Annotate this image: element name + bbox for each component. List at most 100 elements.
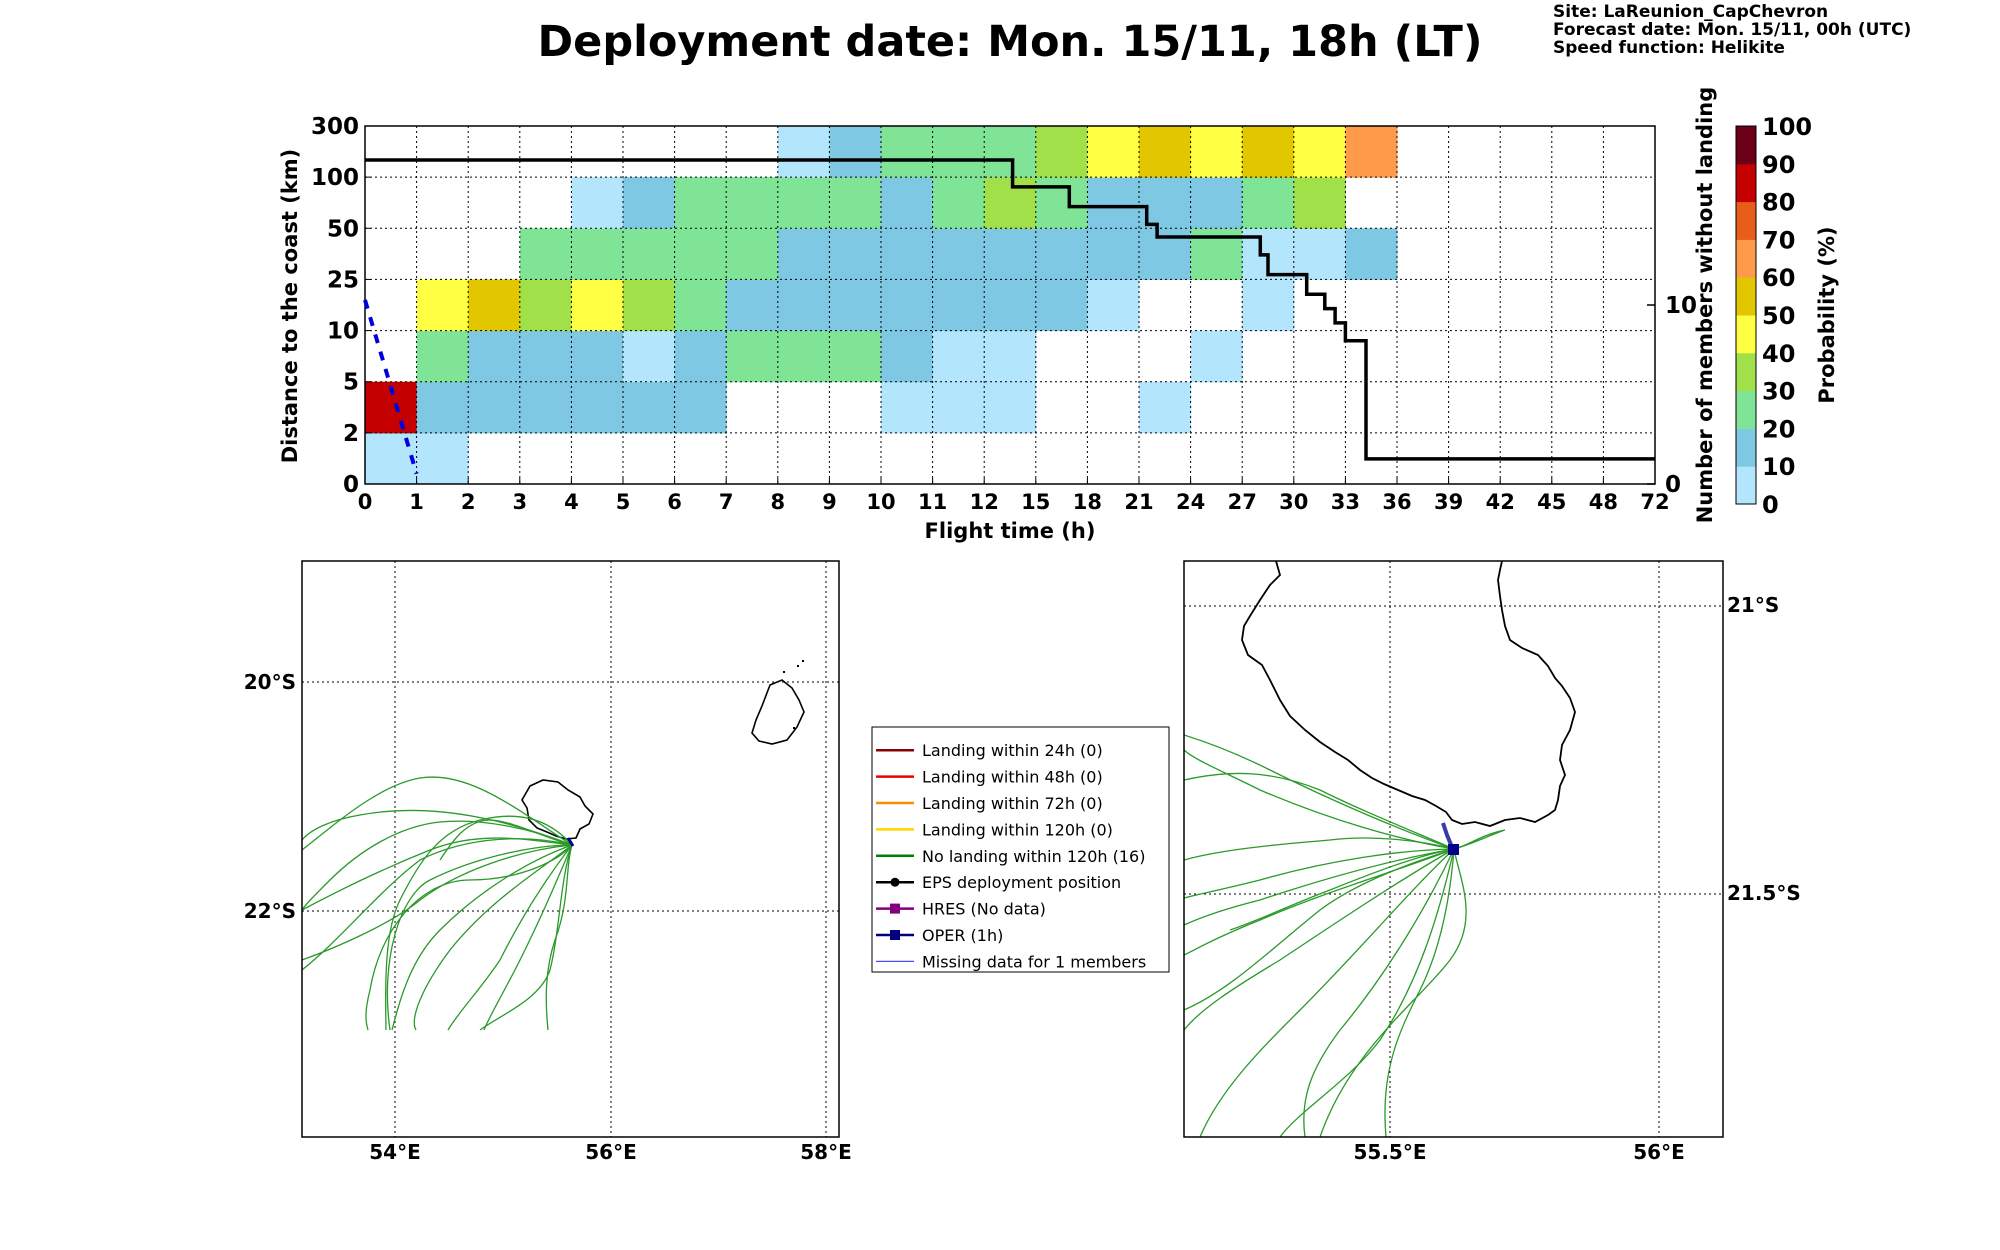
heatmap-cell: [1242, 177, 1295, 229]
heatmap-cell: [932, 126, 985, 178]
heatmap-cell: [726, 330, 779, 383]
x-tick-label: 2: [461, 490, 476, 514]
legend-label: Landing within 24h (0): [922, 741, 1103, 760]
x-tick-label: 42: [1486, 490, 1515, 514]
legend-label: No landing within 120h (16): [922, 847, 1145, 866]
map-left-x-tick: 54°E: [369, 1140, 421, 1164]
member-tracks-right: [1184, 734, 1506, 1137]
site-info: Site: LaReunion_CapChevron: [1553, 2, 1828, 22]
colorbar-tick-label: 50: [1762, 302, 1795, 330]
legend-label: HRES (No data): [922, 900, 1046, 919]
heatmap-cell: [1345, 228, 1398, 280]
heatmap-cell: [881, 330, 934, 383]
heatmap-cell: [468, 279, 521, 332]
colorbar-label: Probability (%): [1815, 226, 1839, 403]
y2-tick-label: 10: [1665, 293, 1697, 319]
heatmap-cell: [829, 330, 882, 383]
heatmap-cell: [468, 381, 521, 434]
map-left-x-tick: 56°E: [585, 1140, 637, 1164]
heatmap-cells: [365, 126, 1398, 485]
y-axis-label: Distance to the coast (km): [278, 149, 302, 464]
heatmap-cell: [984, 330, 1037, 383]
x-tick-label: 48: [1589, 490, 1618, 514]
colorbar-swatch: [1736, 466, 1756, 505]
heatmap-cell: [623, 228, 676, 280]
map-right-y-tick: 21.5°S: [1727, 881, 1801, 905]
x-tick-label: 27: [1228, 490, 1257, 514]
heatmap-cell: [726, 228, 779, 280]
legend-label: EPS deployment position: [922, 873, 1121, 892]
map-right-frame: [1183, 560, 1724, 1138]
heatmap-cell: [829, 126, 882, 178]
colorbar-tick-label: 70: [1762, 226, 1795, 254]
map-left-frame: [301, 560, 840, 1138]
legend-label: Landing within 120h (0): [922, 820, 1113, 839]
mauritius-coastline: [751, 679, 805, 745]
y-tick-label: 50: [327, 216, 359, 242]
heatmap-cell: [519, 279, 572, 332]
forecast-info: Forecast date: Mon. 15/11, 00h (UTC): [1553, 20, 1911, 40]
y-tick-label: 100: [311, 165, 359, 191]
member-tracks-left: [302, 776, 573, 1031]
heatmap-cell: [777, 330, 830, 383]
heatmap-cell: [1190, 177, 1243, 229]
x-tick-label: 6: [667, 490, 682, 514]
x-tick-label: 7: [719, 490, 734, 514]
x-tick-label: 10: [866, 490, 895, 514]
map-left-y-tick: 22°S: [244, 899, 296, 923]
heatmap-cell: [519, 228, 572, 280]
x-tick-label: 4: [564, 490, 579, 514]
colorbar-swatch: [1736, 239, 1756, 278]
heatmap-cell: [881, 228, 934, 280]
heatmap-y2-ticks: 0 10: [1647, 293, 1697, 498]
x-tick-label: 24: [1176, 490, 1205, 514]
x-tick-label: 18: [1073, 490, 1102, 514]
reunion-coastline-zoom: [1241, 561, 1576, 827]
heatmap-cell: [416, 279, 469, 332]
heatmap-cell: [1242, 126, 1295, 178]
heatmap-cell: [1242, 279, 1295, 332]
heatmap-cell: [777, 177, 830, 229]
trajectory-map-regional: 54°E 56°E 58°E 20°S 22°S: [244, 560, 852, 1164]
figure-title: Deployment date: Mon. 15/11, 18h (LT): [537, 17, 1482, 67]
heatmap-cell: [674, 381, 727, 434]
map-right-x-tick: 56°E: [1633, 1140, 1685, 1164]
heatmap-cell: [571, 330, 624, 383]
x-tick-label: 33: [1331, 490, 1360, 514]
legend-marker: [890, 877, 900, 887]
map-legend: Landing within 24h (0) Landing within 48h…: [871, 726, 1170, 973]
heatmap-cell: [1139, 126, 1192, 178]
heatmap-cell: [984, 228, 1037, 280]
heatmap-cell: [623, 381, 676, 434]
heatmap-cell: [881, 381, 934, 434]
colorbar-frame: [1735, 125, 1757, 505]
colorbar-tick-label: 100: [1762, 113, 1812, 141]
oper-marker: [1448, 844, 1459, 855]
heatmap-cell: [932, 330, 985, 383]
colorbar-swatch: [1736, 390, 1756, 429]
heatmap-grid: [365, 126, 1655, 484]
heatmap-cell: [1345, 126, 1398, 178]
map-right-y-tick: 21°S: [1727, 593, 1779, 617]
colorbar-tick-label: 10: [1762, 453, 1795, 481]
colorbar-swatch: [1736, 428, 1756, 467]
heatmap-cell: [416, 432, 469, 485]
heatmap-cell: [571, 279, 624, 332]
heatmap-cell: [1139, 381, 1192, 434]
heatmap-cell: [674, 177, 727, 229]
y-tick-label: 0: [343, 472, 359, 498]
heatmap-cell: [674, 330, 727, 383]
heatmap-cell: [1293, 228, 1346, 280]
map-left-y-tick: 20°S: [244, 670, 296, 694]
x-tick-label: 45: [1537, 490, 1566, 514]
oper-distance-line: [363, 299, 419, 475]
heatmap-cell: [932, 177, 985, 229]
oper-track-left: [566, 837, 575, 847]
heatmap-cell: [777, 126, 830, 178]
legend-label: Landing within 72h (0): [922, 794, 1103, 813]
heatmap-cell: [829, 177, 882, 229]
legend-label: Missing data for 1 members: [922, 952, 1146, 971]
y-tick-label: 25: [327, 267, 359, 293]
y2-axis-label: Number of members without landing: [1693, 87, 1717, 524]
